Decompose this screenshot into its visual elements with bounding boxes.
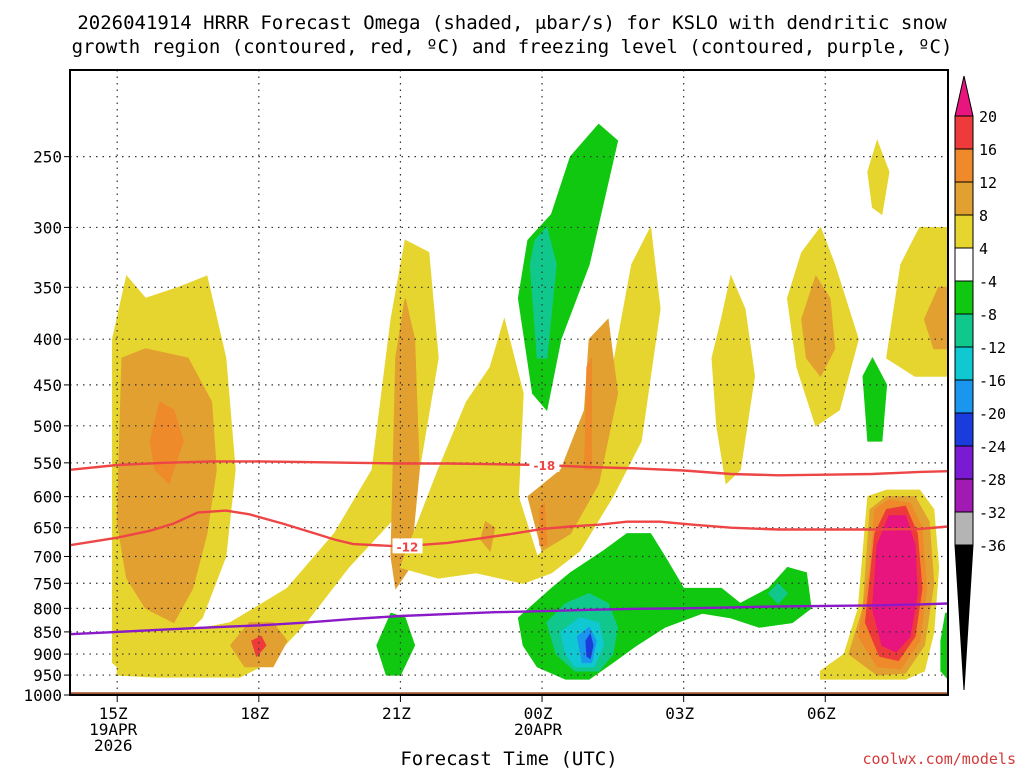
colorbar-band	[954, 478, 974, 513]
x-tick-label: 18Z	[240, 704, 269, 723]
omega-region	[583, 357, 593, 471]
y-tick-label: 350	[33, 278, 62, 297]
colorbar-label: -36	[979, 537, 1006, 555]
omega-region	[116, 348, 217, 624]
colorbar-band	[954, 181, 974, 216]
colorbar-label: -24	[979, 438, 1006, 456]
colorbar-band	[954, 313, 974, 348]
colorbar-band	[954, 247, 974, 282]
omega-region	[585, 632, 594, 660]
y-tick-label: 650	[33, 519, 62, 538]
contour-label: -18	[534, 459, 556, 473]
colorbar-band	[954, 214, 974, 249]
omega-region	[801, 274, 836, 378]
y-tick-label: 900	[33, 645, 62, 664]
y-tick-label: 400	[33, 330, 62, 349]
y-tick-label: 250	[33, 148, 62, 167]
x-axis-label: Forecast Time (UTC)	[400, 748, 617, 768]
colorbar-label: -4	[979, 273, 997, 291]
colorbar-over-triangle	[954, 75, 974, 117]
x-tick-label: 15Z	[99, 704, 128, 723]
colorbar-band	[954, 412, 974, 447]
y-tick-label: 600	[33, 488, 62, 507]
chart-title-line-2: growth region (contoured, red, ºC) and f…	[72, 36, 953, 58]
colorbar-label: 16	[979, 141, 997, 159]
colorbar-band	[954, 346, 974, 381]
omega-region	[923, 286, 948, 350]
omega-region	[539, 501, 548, 546]
colorbar-label: -16	[979, 372, 1006, 390]
y-tick-label: 550	[33, 454, 62, 473]
credit-text: coolwx.com/models	[862, 750, 1016, 768]
y-tick-label: 750	[33, 574, 62, 593]
y-tick-label: 950	[33, 666, 62, 685]
x-tick-label: 03Z	[665, 704, 694, 723]
omega-region	[251, 635, 267, 658]
terrain-layer	[70, 692, 948, 695]
omega-region	[862, 357, 888, 442]
x-tick-label: 19APR	[89, 720, 138, 739]
omega-region	[527, 318, 619, 552]
contour-layer	[70, 460, 948, 636]
omega-region	[711, 274, 756, 485]
dgz-isotherm-line	[70, 460, 948, 477]
y-tick-label: 1000	[23, 686, 62, 705]
colorbar-band	[954, 445, 974, 480]
colorbar-label: -20	[979, 405, 1006, 423]
x-tick-label: 21Z	[382, 704, 411, 723]
colorbar: 20 16 12 8 4 -4 -8 -12 -16 -20 -24 -28 -32 -36	[954, 75, 1006, 691]
colorbar-label: 4	[979, 240, 988, 258]
colorbar-band	[954, 148, 974, 183]
y-tick-label: 850	[33, 623, 62, 642]
x-tick-label: 00Z	[524, 704, 553, 723]
contour-label-bg	[392, 538, 423, 554]
freezing-level-line	[70, 602, 948, 636]
chart-title-line-1: 2026041914 HRRR Forecast Omega (shaded, …	[77, 12, 947, 34]
omega-region	[867, 139, 890, 216]
x-tick-label: 06Z	[807, 704, 836, 723]
y-tick-label: 500	[33, 417, 62, 436]
x-tick-label: 2026	[94, 736, 133, 755]
y-tick-label: 800	[33, 599, 62, 618]
omega-region	[940, 612, 948, 680]
colorbar-band	[954, 511, 974, 546]
colorbar-label: 8	[979, 207, 988, 225]
colorbar-label: 12	[979, 174, 997, 192]
colorbar-label: -8	[979, 306, 997, 324]
plot-frame	[69, 69, 949, 696]
omega-region	[399, 225, 661, 584]
y-axis: 250 300 350 400 450 500 550 600 650 700 750 800 850 9…	[23, 148, 70, 705]
colorbar-label: 20	[979, 108, 997, 126]
omega-region	[767, 582, 789, 605]
y-tick-label: 450	[33, 376, 62, 395]
contour-label-bg	[529, 456, 560, 472]
grid-layer	[70, 70, 948, 695]
terrain-bar	[70, 692, 948, 695]
colorbar-band	[954, 280, 974, 315]
colorbar-under-triangle	[954, 544, 974, 691]
omega-region	[376, 612, 416, 676]
colorbar-band	[954, 115, 974, 150]
colorbar-label: -32	[979, 504, 1006, 522]
colorbar-label: -12	[979, 339, 1006, 357]
omega-fill-layer	[112, 123, 948, 680]
x-tick-label: 20APR	[514, 720, 563, 739]
dgz-isotherm-line	[70, 509, 948, 548]
colorbar-band	[954, 379, 974, 414]
y-tick-label: 700	[33, 547, 62, 566]
omega-region	[390, 298, 420, 590]
omega-region	[529, 226, 557, 359]
colorbar-label: -28	[979, 471, 1006, 489]
contour-label: -12	[397, 540, 419, 554]
y-tick-label: 300	[33, 218, 62, 237]
contour-label-layer: -18 -12	[392, 456, 560, 554]
